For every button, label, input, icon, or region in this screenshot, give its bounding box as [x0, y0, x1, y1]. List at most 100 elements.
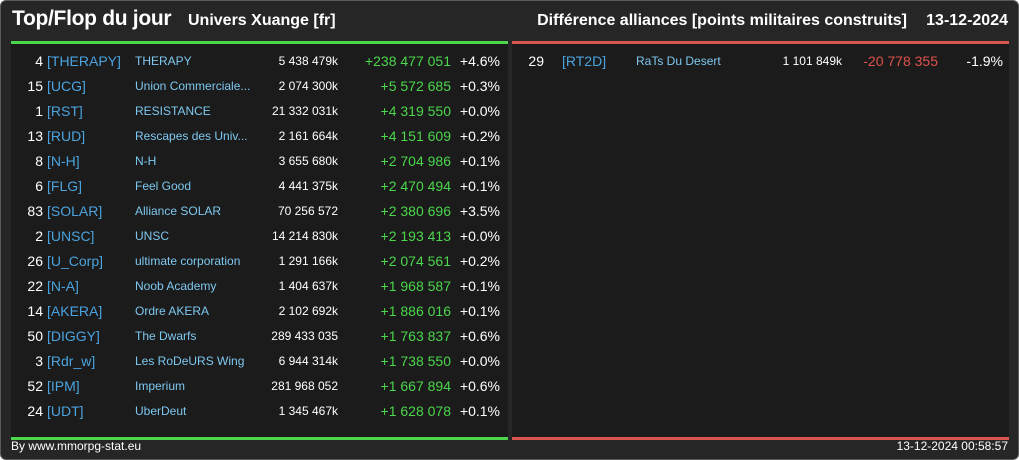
percent-change: +0.3%	[459, 78, 500, 94]
alliance-points: 21 332 031k	[271, 104, 338, 118]
top-alliance-row: 22 [N-A] Noob Academy 1 404 637k +1 968 587 +…	[11, 274, 508, 299]
points-difference: +2 193 413	[380, 228, 451, 244]
percent-change: +0.6%	[459, 378, 500, 394]
alliance-name-link[interactable]: Ordre AKERA	[135, 304, 210, 318]
alliance-name-link[interactable]: RaTs Du Desert	[636, 54, 721, 68]
top-alliance-row: 8 [N-H] N-H 3 655 680k +2 704 986 +0.1%	[11, 149, 508, 174]
alliance-name-link[interactable]: Union Commerciale...	[135, 79, 251, 93]
alliance-tag-link[interactable]: [U_Corp]	[47, 253, 104, 269]
top-alliance-row: 2 [UNSC] UNSC 14 214 830k +2 193 413 +0.0%	[11, 224, 508, 249]
alliance-tag-link[interactable]: [THERAPY]	[47, 53, 121, 69]
alliance-rank: 15	[27, 78, 43, 94]
alliance-rank: 24	[27, 403, 43, 419]
alliance-rank: 83	[27, 203, 43, 219]
alliance-tag-link[interactable]: [RST]	[47, 103, 83, 119]
top-alliance-row: 14 [AKERA] Ordre AKERA 2 102 692k +1 886 016…	[11, 299, 508, 324]
alliance-tag-link[interactable]: [IPM]	[47, 378, 80, 394]
points-difference: +1 667 894	[380, 378, 451, 394]
alliance-tag-link[interactable]: [RUD]	[47, 128, 86, 144]
percent-change: +0.2%	[459, 128, 500, 144]
top-alliance-row: 24 [UDT] UberDeut 1 345 467k +1 628 078 +0.1%	[11, 399, 508, 424]
percent-change: +0.0%	[459, 228, 500, 244]
percent-change: +0.1%	[459, 278, 500, 294]
percent-change: +0.1%	[459, 403, 500, 419]
alliance-tag-link[interactable]: [N-A]	[47, 278, 79, 294]
alliance-rank: 1	[35, 103, 43, 119]
alliance-name-link[interactable]: Rescapes des Univ...	[135, 129, 248, 143]
alliance-points: 2 102 692k	[278, 304, 338, 318]
alliance-tag-link[interactable]: [AKERA]	[47, 303, 103, 319]
alliance-name-link[interactable]: The Dwarfs	[135, 329, 197, 343]
points-difference: +1 738 550	[380, 353, 451, 369]
alliance-tag-link[interactable]: [N-H]	[47, 153, 80, 169]
page-title: Top/Flop du jour	[12, 7, 172, 30]
alliance-rank: 52	[27, 378, 43, 394]
alliance-points: 2 074 300k	[278, 79, 338, 93]
points-difference: +5 572 685	[380, 78, 451, 94]
points-difference: +1 628 078	[380, 403, 451, 419]
points-difference: +2 074 561	[380, 253, 451, 269]
alliance-rank: 4	[35, 53, 43, 69]
alliance-name-link[interactable]: Alliance SOLAR	[135, 204, 222, 218]
alliance-name-link[interactable]: THERAPY	[135, 54, 192, 68]
top-alliance-row: 83 [SOLAR] Alliance SOLAR 70 256 572 +2 380 …	[11, 199, 508, 224]
top-alliance-row: 4 [THERAPY] THERAPY 5 438 479k +238 477 051 +…	[11, 49, 508, 74]
alliance-points: 2 161 664k	[278, 129, 338, 143]
alliance-name-link[interactable]: Imperium	[135, 379, 186, 393]
percent-change: +0.1%	[459, 153, 500, 169]
alliance-name-link[interactable]: RESISTANCE	[135, 104, 211, 118]
alliance-rank: 26	[27, 253, 43, 269]
universe-subtitle: Univers Xuange [fr]	[188, 12, 336, 29]
alliance-rank: 8	[35, 153, 43, 169]
percent-change: +0.1%	[459, 178, 500, 194]
alliance-name-link[interactable]: ultimate corporation	[135, 254, 241, 268]
points-difference: -20 778 355	[863, 53, 938, 69]
alliance-tag-link[interactable]: [SOLAR]	[47, 203, 103, 219]
alliance-points: 1 345 467k	[278, 404, 338, 418]
top-alliance-row: 50 [DIGGY] The Dwarfs 289 433 035 +1 763 837…	[11, 324, 508, 349]
percent-change: +0.2%	[459, 253, 500, 269]
points-difference: +4 151 609	[380, 128, 451, 144]
alliance-name-link[interactable]: Feel Good	[135, 179, 192, 193]
alliance-rank: 3	[35, 353, 43, 369]
source-credit[interactable]: By www.mmorpg-stat.eu	[11, 439, 142, 453]
alliance-rank: 2	[35, 228, 43, 244]
alliance-points: 1 101 849k	[782, 54, 842, 68]
alliance-tag-link[interactable]: [UDT]	[47, 403, 84, 419]
top-alliance-row: 1 [RST] RESISTANCE 21 332 031k +4 319 550 +0.…	[11, 99, 508, 124]
alliance-points: 6 944 314k	[278, 354, 338, 368]
alliance-name-link[interactable]: N-H	[135, 154, 157, 168]
alliance-name-link[interactable]: Les RoDeURS Wing	[135, 354, 245, 368]
top-alliance-row: 3 [Rdr_w] Les RoDeURS Wing 6 944 314k +1 738…	[11, 349, 508, 374]
alliance-tag-link[interactable]: [Rdr_w]	[47, 353, 96, 369]
alliance-tag-link[interactable]: [FLG]	[47, 178, 83, 194]
percent-change: +0.0%	[459, 353, 500, 369]
alliance-name-link[interactable]: UberDeut	[135, 404, 187, 418]
alliance-tag-link[interactable]: [DIGGY]	[47, 328, 100, 344]
alliance-name-link[interactable]: UNSC	[135, 229, 170, 243]
alliance-rank: 6	[35, 178, 43, 194]
alliance-points: 70 256 572	[277, 204, 338, 218]
alliance-tag-link[interactable]: [UCG]	[47, 78, 86, 94]
percent-change: +0.1%	[459, 303, 500, 319]
alliance-rank: 29	[528, 53, 544, 69]
points-difference: +238 477 051	[364, 53, 451, 69]
alliance-name-link[interactable]: Noob Academy	[135, 279, 217, 293]
points-difference: +1 886 016	[380, 303, 451, 319]
alliance-tag-link[interactable]: [UNSC]	[47, 228, 95, 244]
points-difference: +1 763 837	[380, 328, 451, 344]
header: Top/Flop du jour Univers Xuange [fr] Dif…	[1, 1, 1018, 41]
top-alliance-row: 13 [RUD] Rescapes des Univ... 2 161 664k +4 …	[11, 124, 508, 149]
points-difference: +2 704 986	[380, 153, 451, 169]
alliance-rank: 22	[27, 278, 43, 294]
alliance-points: 4 441 375k	[278, 179, 338, 193]
alliance-points: 289 433 035	[271, 329, 338, 343]
top-alliance-row: 26 [U_Corp] ultimate corporation 1 291 166k…	[11, 249, 508, 274]
alliance-rank: 50	[27, 328, 43, 344]
alliance-tag-link[interactable]: [RT2D]	[562, 53, 607, 69]
ranking-date: 13-12-2024	[926, 12, 1008, 29]
top-panel: 4 [THERAPY] THERAPY 5 438 479k +238 477 051 +…	[11, 41, 508, 440]
alliance-rank: 14	[27, 303, 43, 319]
ranking-description: Différence alliances [points militaires …	[537, 12, 907, 29]
